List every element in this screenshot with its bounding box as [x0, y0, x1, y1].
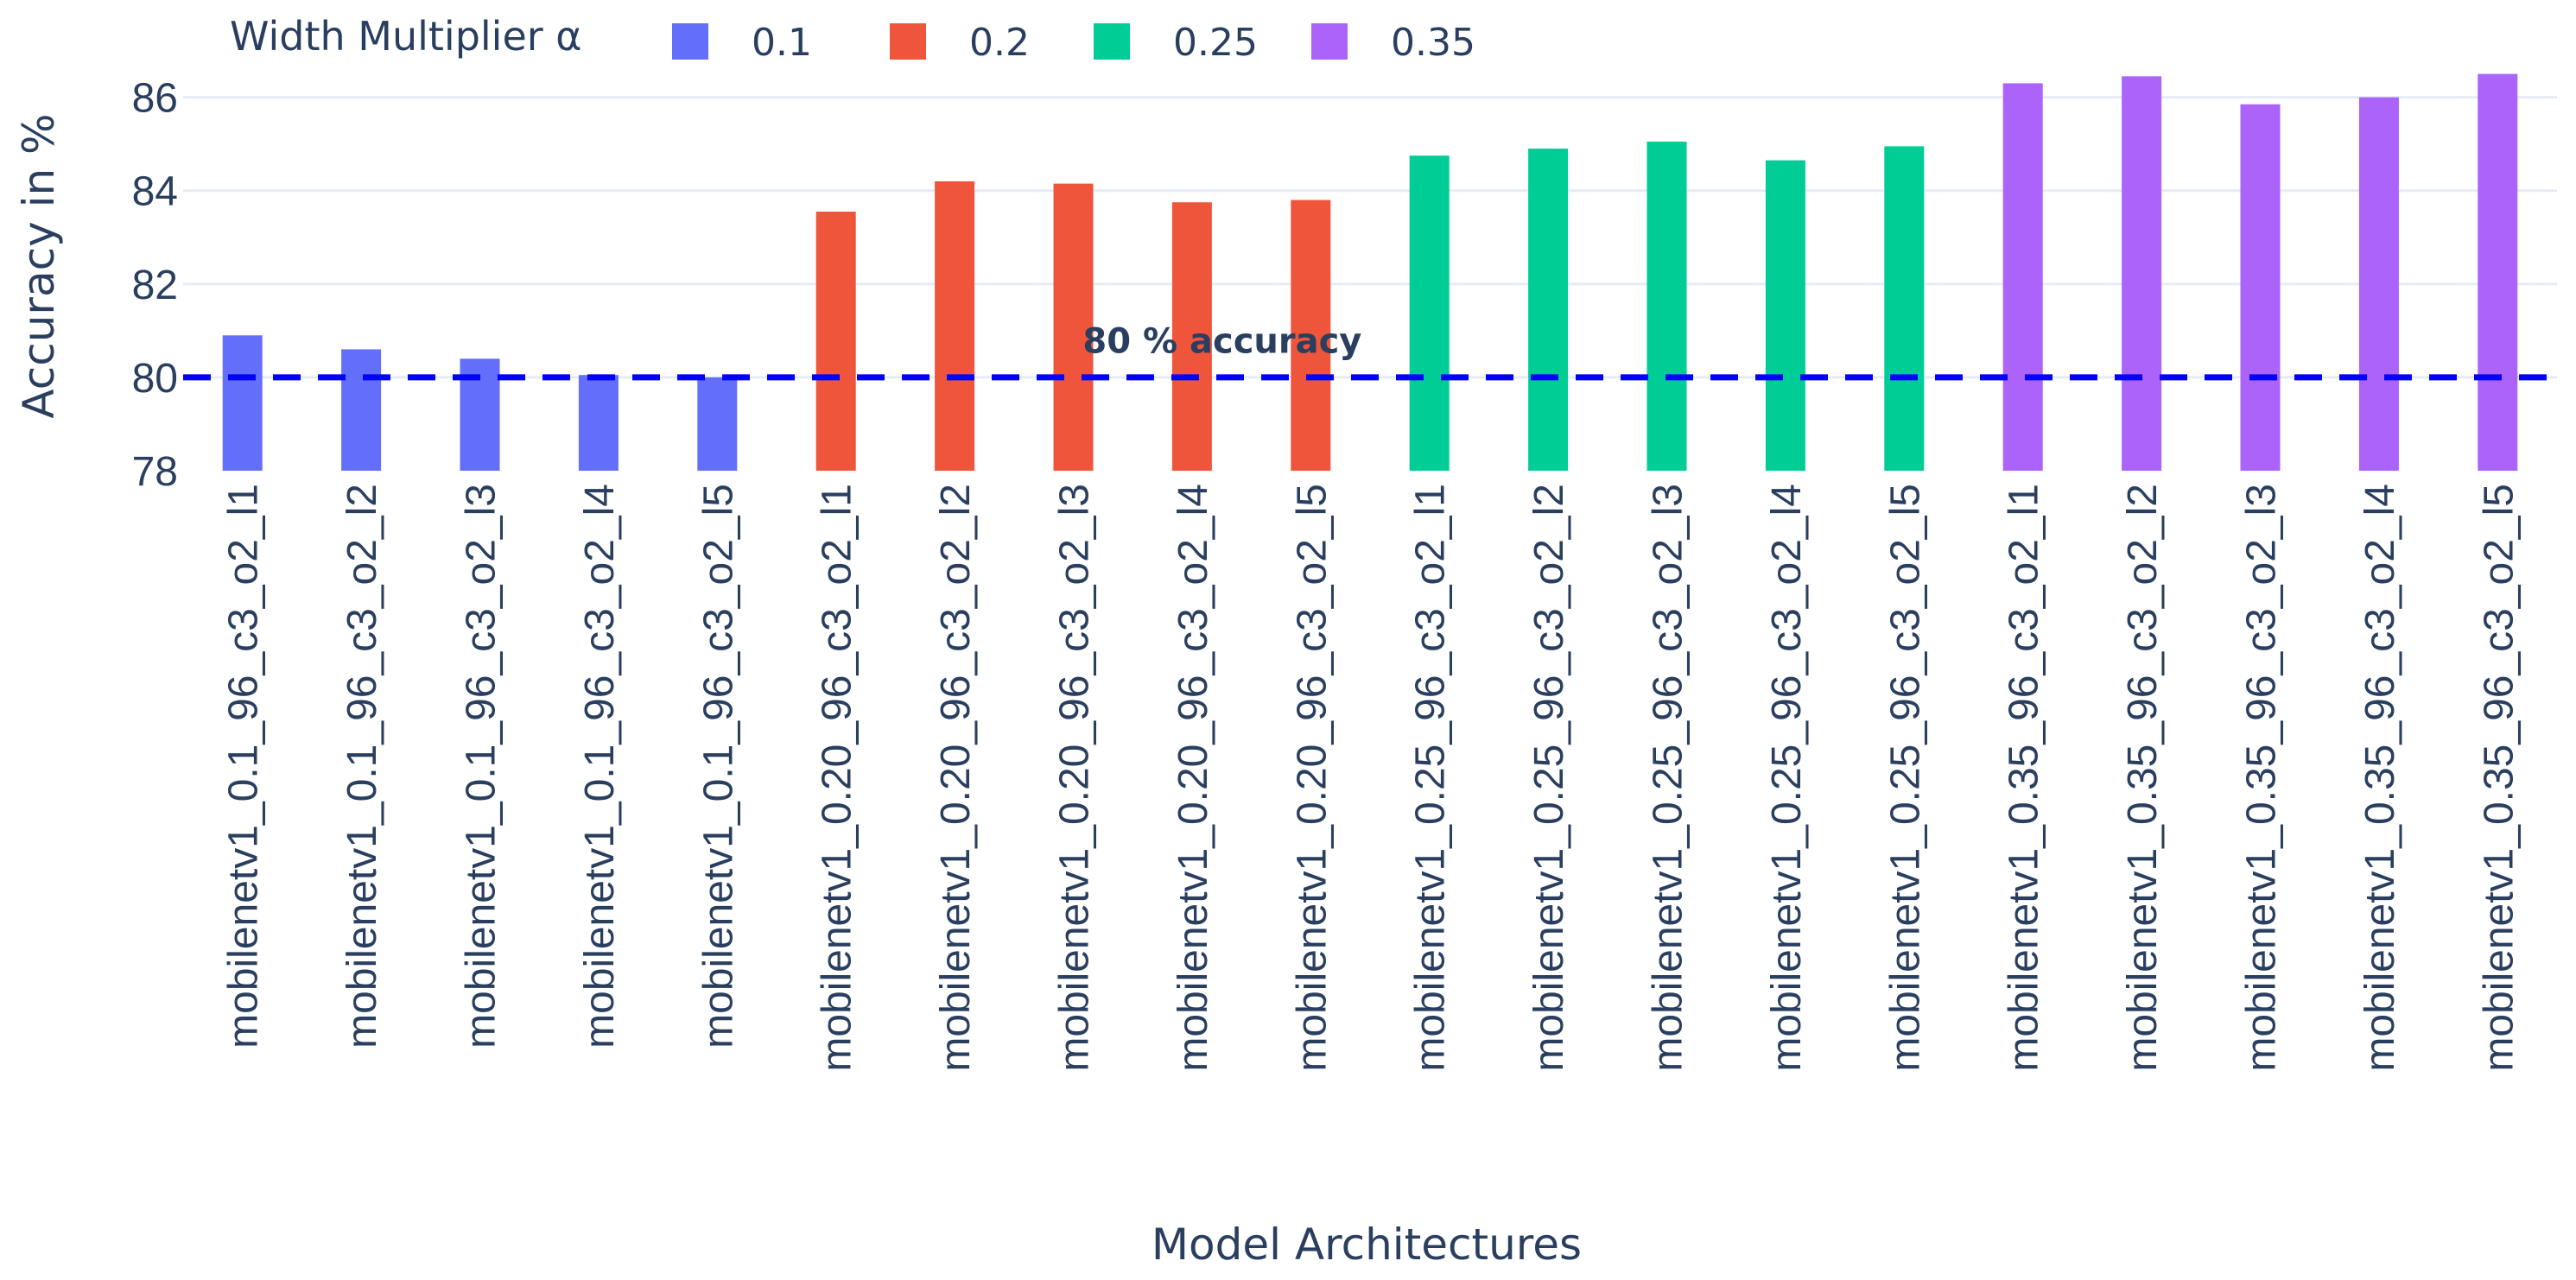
bar[interactable] [815, 212, 856, 471]
bars [222, 73, 2518, 472]
y-tick-label: 78 [132, 449, 178, 495]
bar[interactable] [341, 349, 382, 471]
x-tick-label: mobilenetv1_0.20_96_c3_o2_l5 [1289, 484, 1335, 1072]
x-tick-labels: mobilenetv1_0.1_96_c3_o2_l1 mobilenetv1_0… [221, 484, 2522, 1072]
bar[interactable] [2002, 83, 2043, 471]
legend-label: 0.35 [1391, 21, 1475, 65]
legend-swatch [1311, 23, 1348, 60]
bar[interactable] [2240, 104, 2281, 471]
y-tick-label: 86 [132, 76, 178, 122]
x-tick-label: mobilenetv1_0.25_96_c3_o2_l4 [1764, 484, 1810, 1072]
y-tick-label: 82 [132, 263, 178, 308]
x-axis-title: Model Architectures [1152, 1220, 1582, 1270]
legend-swatch [1094, 23, 1130, 60]
x-tick-label: mobilenetv1_0.35_96_c3_o2_l4 [2357, 484, 2403, 1072]
legend-item[interactable]: 0.35 [1311, 21, 1475, 65]
reference-line-annotation: 80 % accuracy [1082, 321, 1361, 361]
x-tick-label: mobilenetv1_0.20_96_c3_o2_l4 [1171, 484, 1216, 1072]
x-tick-label: mobilenetv1_0.20_96_c3_o2_l1 [815, 484, 860, 1072]
bar[interactable] [1528, 149, 1569, 471]
bar[interactable] [1053, 183, 1094, 471]
bar[interactable] [1646, 141, 1687, 471]
bar[interactable] [578, 375, 619, 471]
gridlines [183, 96, 2557, 379]
legend-swatch [890, 23, 926, 60]
x-tick-label: mobilenetv1_0.35_96_c3_o2_l1 [2002, 484, 2047, 1072]
bar[interactable] [1291, 200, 1331, 472]
x-tick-label: mobilenetv1_0.25_96_c3_o2_l5 [1882, 484, 1928, 1072]
bar[interactable] [1765, 160, 1805, 471]
x-tick-label: mobilenetv1_0.35_96_c3_o2_l3 [2239, 484, 2285, 1072]
x-tick-label: mobilenetv1_0.35_96_c3_o2_l5 [2476, 484, 2522, 1072]
x-tick-label: mobilenetv1_0.25_96_c3_o2_l3 [1646, 484, 1691, 1072]
legend-title: Width Multiplier α [230, 13, 582, 60]
x-tick-label: mobilenetv1_0.1_96_c3_o2_l4 [577, 484, 623, 1049]
x-tick-label: mobilenetv1_0.1_96_c3_o2_l2 [339, 484, 385, 1049]
bar[interactable] [2122, 76, 2162, 471]
bar[interactable] [1409, 155, 1450, 471]
bar[interactable] [697, 377, 738, 471]
y-tick-labels: 78 80 82 84 86 [132, 76, 178, 495]
bar[interactable] [1171, 202, 1212, 471]
bar[interactable] [222, 335, 263, 471]
legend-swatch [672, 23, 708, 60]
legend[interactable]: Width Multiplier α 0.1 0.2 0.25 0.35 [230, 13, 1475, 65]
legend-item[interactable]: 0.1 [672, 21, 812, 65]
x-tick-label: mobilenetv1_0.1_96_c3_o2_l3 [459, 484, 504, 1049]
x-tick-label: mobilenetv1_0.35_96_c3_o2_l2 [2120, 484, 2166, 1072]
legend-item[interactable]: 0.2 [890, 21, 1030, 65]
legend-item[interactable]: 0.25 [1094, 21, 1258, 65]
x-tick-label: mobilenetv1_0.25_96_c3_o2_l2 [1526, 484, 1572, 1072]
legend-label: 0.25 [1173, 21, 1258, 65]
y-axis-title: Accuracy in % [14, 113, 64, 418]
bar[interactable] [1884, 146, 1925, 471]
x-tick-label: mobilenetv1_0.1_96_c3_o2_l5 [695, 484, 741, 1049]
bar[interactable] [2478, 73, 2518, 471]
bar[interactable] [935, 181, 975, 472]
x-tick-label: mobilenetv1_0.20_96_c3_o2_l2 [933, 484, 979, 1072]
x-tick-label: mobilenetv1_0.25_96_c3_o2_l1 [1408, 484, 1454, 1072]
y-tick-label: 80 [132, 356, 178, 402]
y-tick-label: 84 [132, 169, 178, 215]
x-tick-label: mobilenetv1_0.20_96_c3_o2_l3 [1052, 484, 1098, 1072]
legend-label: 0.2 [969, 21, 1030, 65]
bar[interactable] [2358, 97, 2399, 472]
legend-label: 0.1 [752, 21, 812, 65]
x-tick-label: mobilenetv1_0.1_96_c3_o2_l1 [221, 484, 267, 1049]
